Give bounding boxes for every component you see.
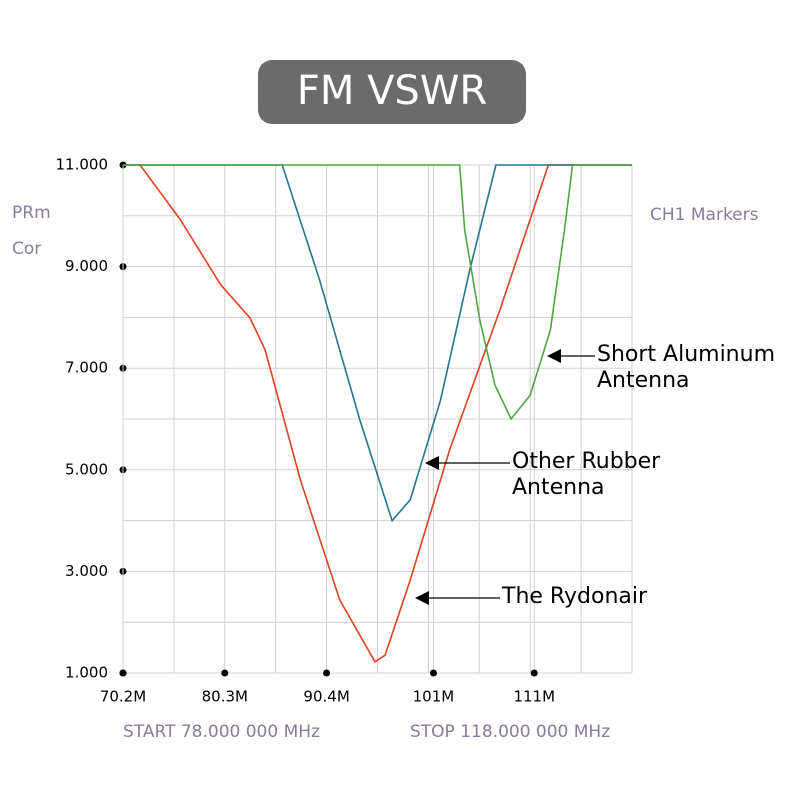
x-tick-label: 70.2M bbox=[100, 688, 146, 706]
marker-label: CH1 Markers bbox=[650, 205, 759, 225]
x-tick-label: 80.3M bbox=[202, 688, 248, 706]
x-tick-label: 111M bbox=[513, 688, 555, 706]
y-tick-label: 9.000 bbox=[65, 257, 108, 275]
series-label: Other Rubber Antenna bbox=[512, 449, 661, 500]
series-line bbox=[123, 164, 632, 663]
series-line bbox=[123, 164, 632, 421]
x-tick-label: 101M bbox=[413, 688, 455, 706]
x-tick bbox=[119, 669, 127, 677]
x-tick-label: 90.4M bbox=[303, 688, 349, 706]
arrow-head bbox=[415, 591, 429, 605]
arrow-head bbox=[425, 456, 439, 470]
y-tick-label: 1.000 bbox=[65, 664, 108, 682]
x-tick bbox=[221, 669, 229, 677]
y-tick-label: 3.000 bbox=[65, 562, 108, 580]
y-tick-label: 7.000 bbox=[65, 359, 108, 377]
x-tick bbox=[323, 669, 331, 677]
x-tick bbox=[530, 669, 538, 677]
series-label: The Rydonair bbox=[502, 584, 648, 609]
x-tick bbox=[429, 669, 437, 677]
series-label: Short Aluminum Antenna bbox=[597, 342, 775, 393]
stop-label: STOP 118.000 000 MHz bbox=[410, 722, 610, 742]
series-line bbox=[123, 164, 632, 523]
start-label: START 78.000 000 MHz bbox=[123, 722, 320, 742]
y-axis-label: Cor bbox=[12, 239, 41, 259]
y-tick-label: 11.000 bbox=[56, 156, 109, 174]
title-box bbox=[258, 60, 526, 124]
y-tick-label: 5.000 bbox=[65, 460, 108, 478]
chart-title: FM VSWR bbox=[297, 68, 487, 114]
y-axis-label: PRm bbox=[12, 203, 51, 223]
arrow-head bbox=[547, 349, 561, 363]
